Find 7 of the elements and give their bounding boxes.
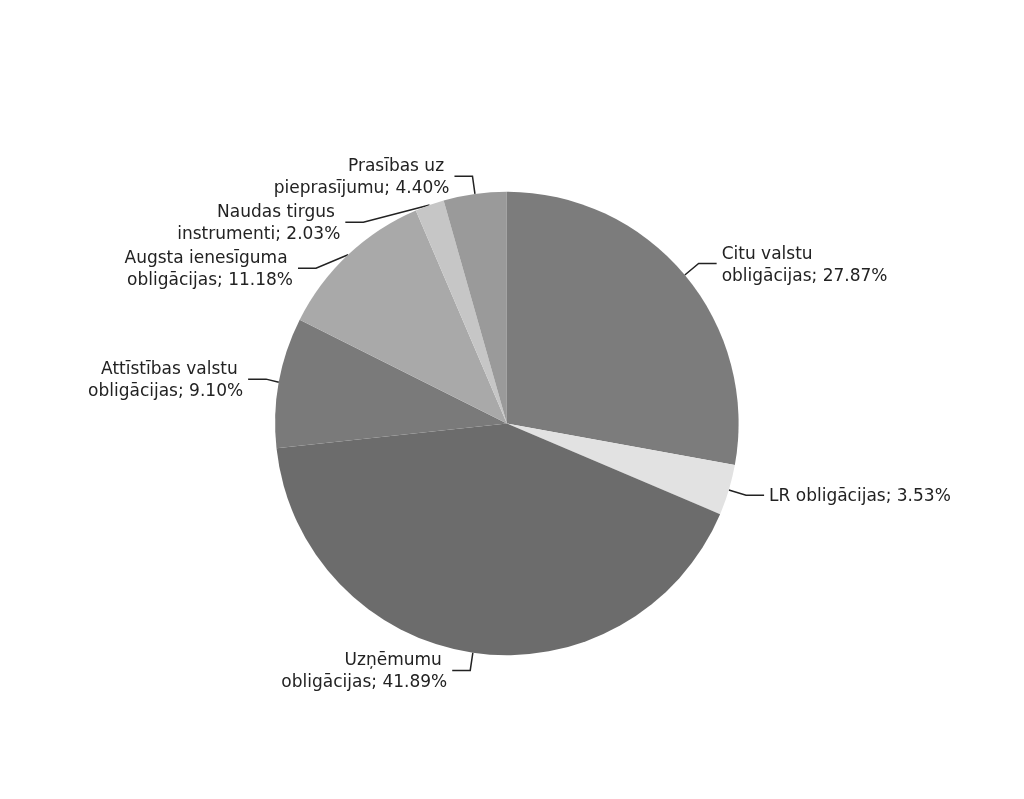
slice-label: LR obligācijas; 3.53%	[769, 485, 951, 506]
slice-label: Uzņēmumu obligācijas; 41.89%	[281, 649, 448, 692]
slice-label: Citu valstu obligācijas; 27.87%	[721, 242, 888, 285]
slice-label: Augsta ienesīguma obligācijas; 11.18%	[124, 247, 293, 290]
slice-label: Naudas tirgus instrumenti; 2.03%	[177, 201, 341, 244]
slice-label: Prasības uz pieprasījumu; 4.40%	[273, 155, 450, 198]
slice-label: Attīstības valstu obligācijas; 9.10%	[88, 358, 244, 401]
